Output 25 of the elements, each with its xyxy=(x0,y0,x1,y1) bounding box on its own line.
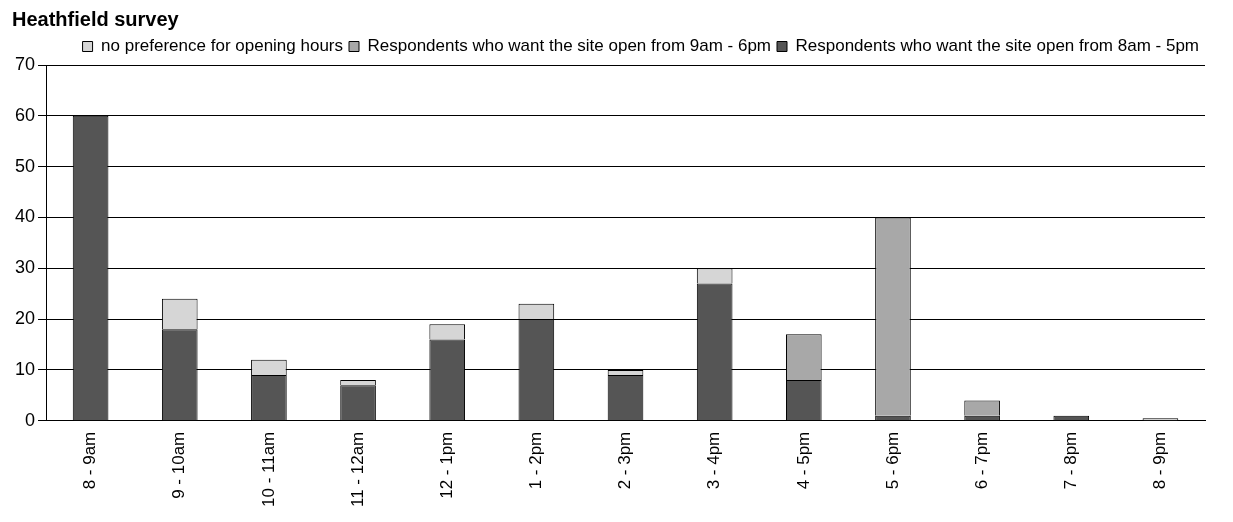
y-tick-label: 20 xyxy=(14,308,36,329)
y-tick-label: 0 xyxy=(25,409,36,430)
x-tick-label: 3 - 4pm xyxy=(704,431,724,490)
x-tick-label: 12 - 1pm xyxy=(436,431,456,499)
legend-label: Respondents who want the site open from 9am - 6pm xyxy=(367,36,772,56)
x-tick-label: 1 - 2pm xyxy=(526,431,546,490)
x-tick-label: 4 - 5pm xyxy=(793,431,813,490)
y-tick-label: 10 xyxy=(14,358,36,379)
y-tick-label: 40 xyxy=(14,206,36,227)
y-tick-label: 70 xyxy=(14,53,36,74)
x-tick-label: 8 - 9am xyxy=(80,431,100,490)
legend-label: Respondents who want the site open from 8am - 5pm xyxy=(795,36,1200,56)
x-tick-label: 2 - 3pm xyxy=(615,431,635,490)
y-tick-label: 30 xyxy=(14,257,36,278)
chart-title: Heathfield survey xyxy=(12,7,180,30)
x-tick-label: 7 - 8pm xyxy=(1060,431,1080,490)
x-tick-label: 11 - 12am xyxy=(347,431,367,507)
x-tick-label: 5 - 6pm xyxy=(882,431,902,490)
y-tick-label: 50 xyxy=(14,155,36,176)
x-tick-label: 9 - 10am xyxy=(169,431,189,499)
legend-label: no preference for opening hours xyxy=(101,36,344,56)
x-tick-label: 6 - 7pm xyxy=(971,431,991,490)
x-tick-label: 10 - 11am xyxy=(258,431,278,507)
x-tick-label: 8 - 9pm xyxy=(1150,431,1170,490)
y-tick-label: 60 xyxy=(14,104,36,125)
